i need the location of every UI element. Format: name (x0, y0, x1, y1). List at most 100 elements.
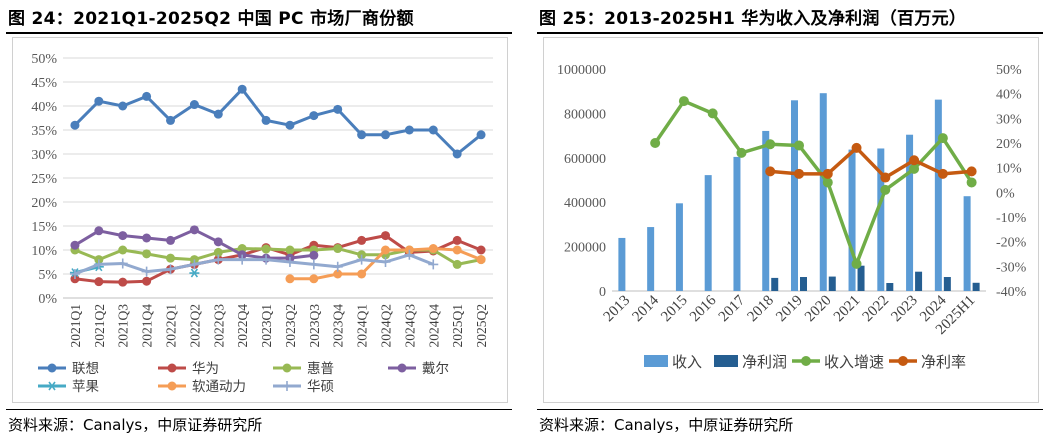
right-legend: 收入 净利润 收入增速 净利率 (644, 353, 966, 371)
legend-label: 软通动力 (192, 379, 246, 395)
data-point-s2 (213, 247, 223, 257)
line-point-s1 (822, 168, 833, 179)
legend-swatch-marker (47, 381, 57, 391)
legend-label: 戴尔 (422, 361, 449, 377)
data-point-s2 (142, 249, 152, 259)
series-s5 (285, 244, 486, 284)
left-ytick-label: 10% (31, 244, 57, 259)
data-point-s3 (118, 231, 128, 241)
data-point-s3 (213, 237, 223, 247)
data-point-s0 (381, 130, 390, 140)
right-lines (650, 96, 977, 269)
legend-swatch-marker (282, 363, 292, 373)
legend-label: 华硕 (307, 379, 334, 395)
line-point-s0 (707, 108, 718, 119)
bar-revenue (704, 175, 712, 291)
series-s0 (70, 84, 486, 159)
series-s3 (70, 225, 319, 263)
legend-label: 联想 (72, 361, 99, 377)
left-xtick-label: 2023Q2 (283, 304, 298, 348)
bar-revenue (791, 100, 798, 291)
data-point-s3 (94, 226, 104, 236)
bar-net-profit (828, 276, 836, 291)
left-chart-frame: 0% 5% 10% 15% 20% 25% 30% 35% 40% 45% 50% 2021Q1 202… (12, 37, 508, 403)
left-xtick-label: 2024Q3 (402, 304, 417, 348)
bar-revenue (848, 149, 856, 291)
right-chart-frame: 0 200000 400000 600000 800000 1000000 -40% -30%… (543, 37, 1039, 403)
left-ytick-label: 20% (31, 196, 57, 211)
legend-swatch-bar (644, 355, 668, 367)
legend-item-s6: 华硕 (273, 379, 334, 395)
left-ytick-label: 40% (31, 100, 57, 115)
line-point-s1 (765, 166, 776, 177)
left-xtick-label: 2021Q3 (116, 304, 131, 348)
data-point-s1 (476, 245, 486, 255)
line-point-s0 (966, 177, 977, 188)
right-bars (618, 93, 980, 291)
right-xtick-label: 2017 (716, 292, 749, 325)
data-point-s3 (309, 250, 319, 260)
bar-revenue (618, 237, 626, 291)
left-xtick-label: 2025Q1 (450, 304, 465, 348)
left-xtick-label: 2024Q1 (355, 304, 370, 348)
right-right-ytick-label: -30% (996, 260, 1027, 275)
data-point-s5 (285, 274, 295, 284)
data-point-s5 (452, 245, 462, 255)
right-left-ytick-label: 1000000 (557, 63, 606, 78)
legend-item-s5: 软通动力 (158, 379, 246, 395)
left-figure-title: 图 24：2021Q1-2025Q2 中国 PC 市场厂商份额 (8, 9, 414, 29)
left-ytick-label: 30% (31, 148, 57, 163)
line-point-s0 (650, 138, 661, 148)
right-right-ytick-label: 10% (996, 162, 1022, 177)
line-s0-segment-0 (653, 99, 974, 266)
left-xtick-label: 2022Q2 (187, 304, 202, 348)
right-xtick-label: 2022 (860, 293, 893, 326)
line-series-s0 (650, 96, 977, 269)
legend-label: 净利润 (742, 353, 787, 371)
left-xtick-label: 2023Q4 (331, 304, 346, 348)
right-xtick-label: 2018 (745, 293, 778, 326)
data-point-s6 (237, 254, 248, 265)
data-point-s6 (69, 269, 80, 279)
line-point-s0 (794, 140, 804, 151)
data-point-s1 (94, 277, 104, 287)
data-point-s5 (333, 269, 343, 279)
right-left-ytick-label: 0 (599, 285, 606, 300)
data-point-s6 (428, 259, 439, 270)
data-point-s6 (380, 257, 391, 267)
line-point-s0 (736, 147, 747, 158)
data-point-s2 (118, 245, 128, 255)
line-point-s0 (851, 258, 862, 269)
left-ytick-label: 5% (38, 268, 57, 283)
right-left-ytick-label: 800000 (564, 107, 606, 122)
legend-label: 净利率 (921, 353, 966, 371)
right-right-ytick-label: -10% (996, 211, 1027, 226)
right-right-ytick-label: 20% (996, 137, 1022, 152)
right-xtick-label: 2023 (888, 293, 921, 326)
left-ytick-label: 15% (31, 220, 57, 235)
left-xtick-label: 2022Q4 (235, 304, 250, 348)
right-xtick-label: 2021 (831, 293, 864, 326)
left-series-group (69, 84, 486, 287)
left-ytick-label: 25% (31, 172, 57, 187)
legend-item-s3: 戴尔 (388, 361, 449, 377)
data-point-s6 (93, 259, 104, 270)
data-point-s0 (118, 101, 128, 111)
bar-net-profit (943, 277, 951, 291)
data-point-s0 (142, 91, 152, 101)
data-point-s6 (404, 249, 415, 260)
data-point-s3 (166, 235, 175, 245)
series-line-s6-segment-0 (74, 253, 434, 276)
series-line-s0-segment-0 (73, 87, 482, 156)
data-point-s6 (284, 257, 295, 267)
data-point-s0 (189, 100, 199, 110)
data-point-s5 (357, 269, 367, 279)
line-point-s0 (909, 163, 920, 174)
line-point-s0 (765, 139, 776, 150)
data-point-s0 (166, 115, 175, 125)
data-point-s0 (213, 109, 223, 119)
data-point-s6 (332, 261, 343, 272)
right-figure-panel: 图 25：2013-2025H1 华为收入及净利润（百万元） 0 200000 40… (531, 0, 1049, 441)
data-point-s0 (452, 149, 462, 159)
data-point-s1 (118, 277, 128, 287)
